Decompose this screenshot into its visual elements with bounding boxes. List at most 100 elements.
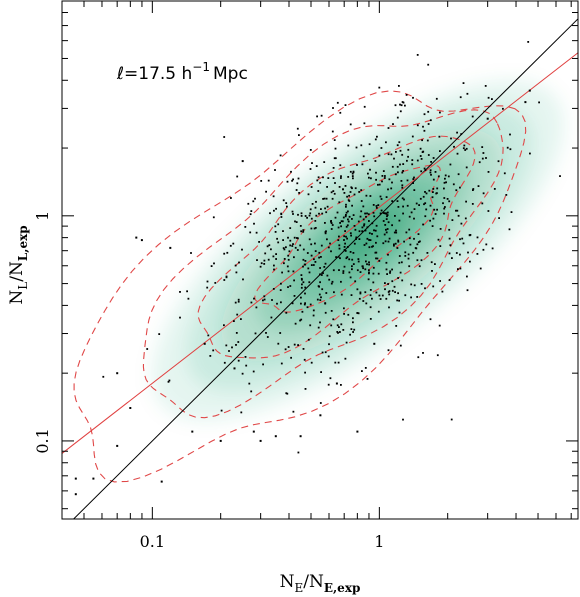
- data-point: [369, 195, 372, 197]
- data-point: [146, 348, 149, 350]
- data-point: [415, 202, 418, 205]
- data-point: [396, 144, 399, 147]
- data-point: [529, 152, 531, 155]
- data-point: [426, 139, 429, 142]
- data-point: [481, 202, 484, 205]
- data-point: [312, 314, 315, 317]
- data-point: [229, 244, 232, 247]
- data-point: [455, 252, 458, 254]
- data-point: [273, 268, 275, 271]
- data-point: [371, 245, 373, 248]
- data-point: [497, 160, 500, 163]
- data-point: [415, 247, 418, 250]
- data-point: [353, 193, 356, 196]
- data-point: [332, 269, 335, 272]
- y-tick-label: 0.1: [33, 428, 52, 453]
- data-point: [424, 215, 427, 218]
- data-point: [359, 215, 362, 218]
- data-point: [324, 262, 327, 265]
- data-point: [426, 252, 429, 254]
- data-point: [321, 351, 324, 354]
- data-point: [378, 86, 381, 89]
- data-point: [331, 280, 334, 283]
- data-point: [310, 243, 313, 246]
- data-point: [375, 178, 377, 181]
- data-point: [331, 224, 334, 226]
- data-point: [356, 269, 359, 272]
- data-point: [297, 237, 299, 240]
- data-point: [190, 252, 192, 254]
- data-point: [244, 226, 247, 228]
- data-point: [438, 135, 441, 138]
- data-point: [336, 211, 339, 214]
- data-point: [260, 180, 263, 182]
- data-point: [464, 149, 467, 151]
- data-point: [281, 271, 283, 274]
- y-tick-label: 1: [33, 211, 52, 221]
- data-point: [298, 192, 300, 194]
- x-axis-label-main: N: [280, 572, 295, 592]
- data-point: [491, 98, 493, 100]
- data-point: [337, 226, 340, 229]
- data-point: [361, 226, 364, 229]
- data-point: [287, 254, 290, 257]
- data-point: [235, 344, 237, 346]
- data-point: [443, 197, 446, 199]
- data-point: [434, 263, 436, 265]
- data-point: [236, 175, 239, 178]
- data-point: [304, 286, 307, 289]
- data-point: [328, 278, 331, 281]
- data-point: [385, 268, 388, 271]
- data-point: [406, 204, 409, 207]
- data-point: [309, 149, 312, 151]
- data-point: [274, 169, 276, 171]
- data-point: [319, 281, 321, 284]
- data-point: [169, 246, 172, 249]
- data-point: [252, 370, 255, 373]
- data-point: [401, 153, 404, 156]
- data-point: [351, 175, 354, 177]
- data-point: [329, 242, 331, 245]
- data-point: [349, 251, 352, 253]
- data-point: [352, 321, 354, 324]
- data-point: [358, 230, 361, 233]
- data-point: [346, 224, 349, 227]
- data-point: [279, 289, 282, 291]
- data-point: [342, 216, 345, 219]
- data-point: [355, 236, 358, 239]
- data-point: [304, 292, 306, 295]
- data-point: [370, 177, 372, 180]
- data-point: [266, 245, 269, 248]
- data-point: [366, 212, 368, 215]
- data-point: [293, 256, 295, 259]
- data-point: [332, 190, 335, 192]
- data-point: [372, 266, 375, 269]
- data-point: [365, 194, 368, 197]
- data-point: [430, 173, 432, 176]
- data-point: [206, 280, 209, 283]
- data-point: [129, 407, 132, 409]
- data-point: [358, 297, 361, 300]
- data-point: [503, 172, 506, 175]
- data-point: [309, 208, 312, 211]
- data-point: [379, 298, 382, 300]
- data-point: [317, 190, 320, 192]
- data-point: [399, 163, 401, 166]
- data-point: [293, 279, 295, 282]
- data-point: [375, 257, 377, 260]
- data-point: [336, 331, 339, 333]
- data-point: [466, 92, 469, 95]
- data-point: [438, 324, 441, 327]
- data-point: [291, 179, 293, 182]
- data-point: [385, 196, 388, 198]
- annotation-exponent: −1: [192, 60, 210, 74]
- data-point: [485, 157, 487, 159]
- data-point: [220, 409, 223, 412]
- data-point: [413, 237, 415, 240]
- data-point: [318, 293, 321, 296]
- contour-level-4: [73, 90, 527, 483]
- data-point: [299, 244, 302, 247]
- data-point: [300, 274, 303, 276]
- data-point: [468, 234, 471, 237]
- data-point: [287, 270, 290, 273]
